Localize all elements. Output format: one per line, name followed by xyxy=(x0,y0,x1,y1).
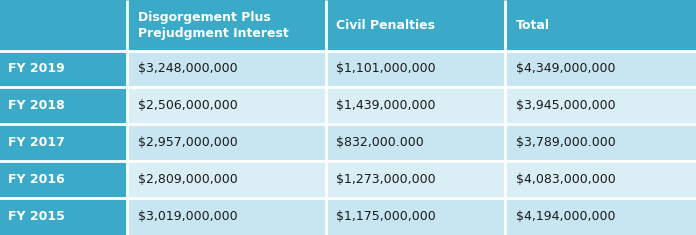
Bar xyxy=(326,51,505,87)
Text: FY 2019: FY 2019 xyxy=(8,63,65,75)
Bar xyxy=(0,51,127,87)
Bar xyxy=(505,87,696,124)
Bar xyxy=(505,124,696,161)
Text: $3,945,000,000: $3,945,000,000 xyxy=(516,99,615,112)
Bar xyxy=(505,51,696,87)
Bar xyxy=(127,0,326,51)
Bar xyxy=(127,124,326,161)
Bar xyxy=(505,198,696,235)
Text: $2,506,000,000: $2,506,000,000 xyxy=(138,99,237,112)
Bar xyxy=(0,198,127,235)
Bar xyxy=(505,0,696,51)
Text: $1,101,000,000: $1,101,000,000 xyxy=(336,63,436,75)
Text: $1,273,000,000: $1,273,000,000 xyxy=(336,173,436,186)
Bar xyxy=(0,124,127,161)
Bar xyxy=(326,124,505,161)
Bar xyxy=(505,161,696,198)
Text: $4,349,000,000: $4,349,000,000 xyxy=(516,63,615,75)
Bar xyxy=(127,87,326,124)
Bar xyxy=(326,87,505,124)
Bar xyxy=(326,161,505,198)
Bar xyxy=(127,161,326,198)
Text: FY 2016: FY 2016 xyxy=(8,173,65,186)
Text: $3,019,000,000: $3,019,000,000 xyxy=(138,210,237,223)
Text: $832,000.000: $832,000.000 xyxy=(336,136,424,149)
Text: $1,439,000,000: $1,439,000,000 xyxy=(336,99,436,112)
Text: $3,789,000.000: $3,789,000.000 xyxy=(516,136,615,149)
Bar xyxy=(127,51,326,87)
Text: Disgorgement Plus
Prejudgment Interest: Disgorgement Plus Prejudgment Interest xyxy=(138,11,289,39)
Text: $1,175,000,000: $1,175,000,000 xyxy=(336,210,436,223)
Text: FY 2015: FY 2015 xyxy=(8,210,65,223)
Bar xyxy=(0,0,127,51)
Text: $2,957,000,000: $2,957,000,000 xyxy=(138,136,237,149)
Text: $2,809,000,000: $2,809,000,000 xyxy=(138,173,237,186)
Text: Civil Penalties: Civil Penalties xyxy=(336,19,435,32)
Text: FY 2017: FY 2017 xyxy=(8,136,65,149)
Bar xyxy=(0,87,127,124)
Bar xyxy=(0,161,127,198)
Text: FY 2018: FY 2018 xyxy=(8,99,65,112)
Text: $3,248,000,000: $3,248,000,000 xyxy=(138,63,237,75)
Bar xyxy=(326,0,505,51)
Text: Total: Total xyxy=(516,19,550,32)
Bar xyxy=(127,198,326,235)
Bar xyxy=(326,198,505,235)
Text: $4,083,000,000: $4,083,000,000 xyxy=(516,173,615,186)
Text: $4,194,000,000: $4,194,000,000 xyxy=(516,210,615,223)
